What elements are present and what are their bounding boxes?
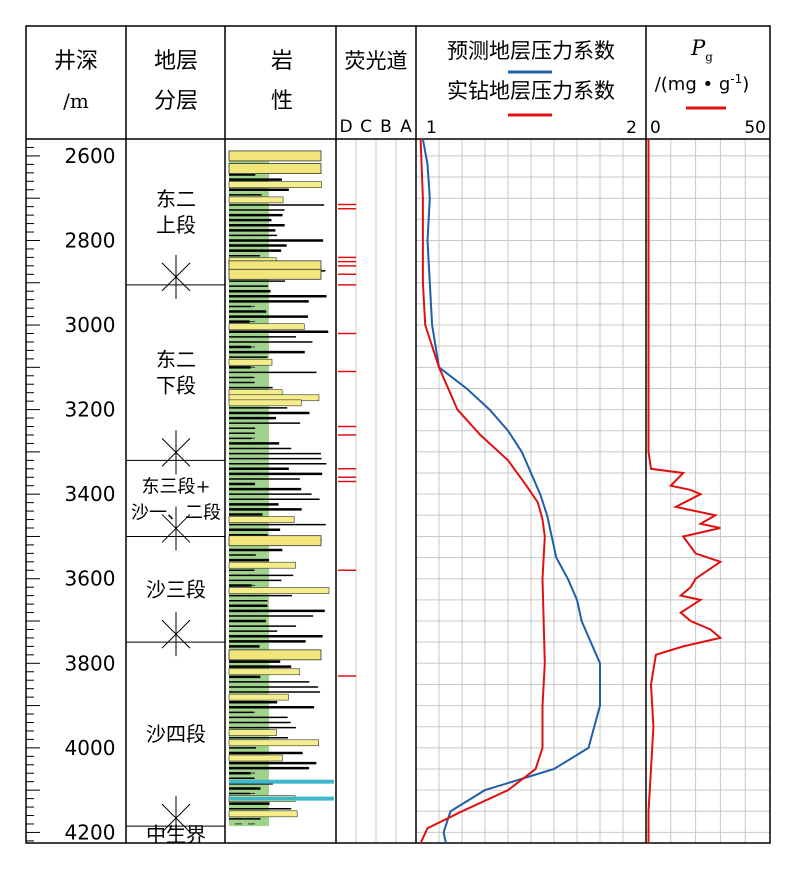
pressure-min-label: 1	[426, 118, 437, 138]
sand-layer	[228, 810, 298, 818]
pg-unit-exp: -1	[730, 72, 742, 86]
depth-tick-label: 4000	[65, 736, 116, 760]
pg-unit: /(mg • g-1)	[655, 72, 750, 95]
strata-header-1: 地层	[154, 49, 198, 74]
pg-unit-main: /(mg • g	[655, 74, 731, 95]
depth-tick-label: 2800	[65, 228, 116, 252]
fluor-level-a: A	[400, 117, 412, 137]
depth-tick-label: 2600	[65, 144, 116, 168]
sandstone-bed	[228, 163, 322, 174]
sand-layer	[228, 739, 319, 747]
legend-predicted-label: 预测地层压力系数	[447, 39, 615, 63]
pg-unit-close: )	[742, 74, 749, 95]
series-预测地层压力系数	[421, 138, 601, 844]
fluor-level-d: D	[339, 117, 352, 137]
sand-layer	[228, 196, 284, 204]
lithology-header-2: 性	[271, 89, 293, 114]
strata-label: 沙三段	[146, 577, 206, 601]
depth-tick-label: 3200	[65, 398, 116, 422]
sand-layer	[228, 399, 302, 407]
frame-layer: 260028003000320034003600380040004200东二上段…	[25, 25, 771, 847]
sandstone-bed	[228, 535, 322, 547]
sand-layer	[228, 668, 301, 676]
depth-tick-label: 3000	[65, 313, 116, 337]
sand-layer	[228, 729, 277, 736]
pg-title-sub: g	[705, 50, 713, 64]
depth-header-1: 井深	[54, 49, 98, 74]
legend-actual-label: 实钻地层压力系数	[447, 79, 615, 103]
strata-label: 东三段+	[141, 476, 210, 497]
strata-label: 东二	[156, 348, 196, 372]
lithology-header-1: 岩	[271, 49, 293, 74]
sand-layer	[228, 561, 296, 569]
sand-layer	[228, 693, 289, 701]
boundary-marker	[161, 514, 191, 543]
sandstone-bed	[228, 649, 322, 661]
depth-tick-label: 3400	[65, 482, 116, 506]
strata-label: 中生界	[146, 823, 206, 847]
strata-label: 东二	[156, 187, 196, 211]
lithology-column	[228, 150, 334, 827]
strata-label: 上段	[156, 213, 196, 237]
series-Pg	[647, 139, 723, 843]
sand-layer	[228, 181, 322, 188]
depth-header-2: /m	[63, 89, 89, 113]
fluor-level-c: C	[360, 117, 372, 137]
depth-tick-label: 3800	[65, 651, 116, 675]
sand-layer	[228, 358, 273, 366]
boundary-marker	[161, 619, 191, 649]
strata-label: 沙一、二段	[131, 502, 221, 523]
fluorescence-header: 荧光道	[345, 49, 408, 73]
data-layer	[338, 138, 723, 844]
sand-layer	[228, 516, 295, 523]
limestone-bed	[229, 796, 334, 801]
boundary-marker	[161, 437, 191, 467]
boundary-marker	[161, 262, 191, 292]
limestone-bed	[229, 779, 334, 784]
grid-layer	[355, 139, 770, 843]
sandstone-bed	[228, 268, 322, 280]
depth-tick-label: 3600	[65, 567, 116, 591]
series-实钻地层压力系数	[419, 138, 546, 844]
strata-label: 下段	[156, 374, 196, 398]
pg-title-main: P	[690, 36, 706, 60]
pg-title: Pg	[690, 36, 713, 64]
sand-layer	[228, 587, 330, 594]
sand-layer	[228, 323, 305, 331]
fluor-level-b: B	[380, 117, 392, 137]
sand-layer	[228, 754, 283, 762]
sandstone-bed	[228, 150, 322, 162]
pg-min-label: 0	[650, 118, 661, 138]
boundary-marker	[161, 803, 191, 833]
strata-header-2: 分层	[154, 89, 198, 114]
outer-frame	[25, 25, 771, 844]
strata-label: 沙四段	[146, 722, 206, 746]
pressure-max-label: 2	[626, 118, 637, 138]
pg-max-label: 50	[744, 118, 766, 138]
depth-tick-label: 4200	[65, 820, 116, 844]
